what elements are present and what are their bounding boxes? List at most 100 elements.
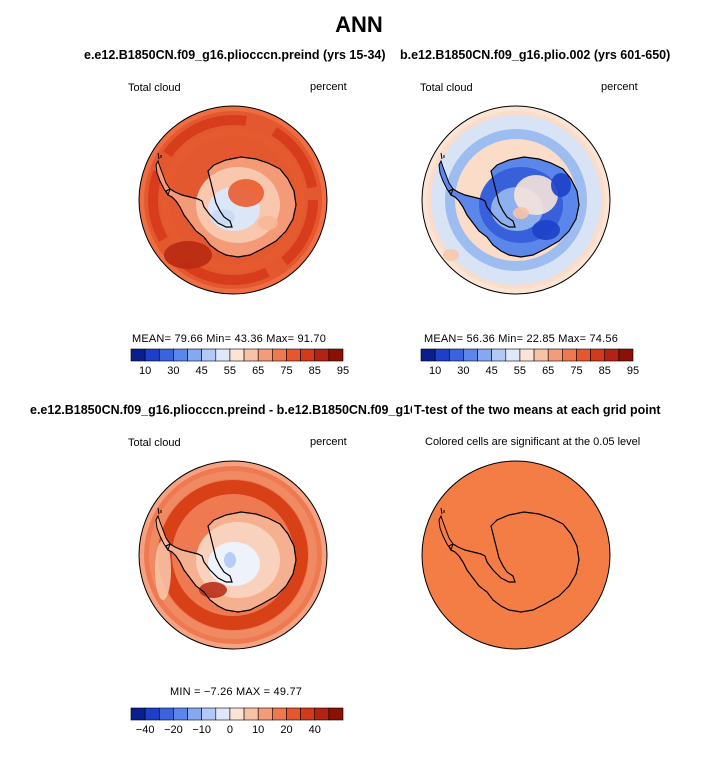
colorbar-box-5 bbox=[201, 348, 217, 362]
main-title: ANN bbox=[335, 12, 383, 37]
map-ring-1 bbox=[431, 115, 601, 285]
panel-4-map bbox=[421, 460, 611, 650]
peninsula-fill bbox=[156, 516, 170, 550]
colorbar-box-12 bbox=[590, 348, 606, 362]
colorbar-box-7 bbox=[519, 348, 535, 362]
panel-2-map bbox=[421, 105, 611, 295]
map-border bbox=[138, 460, 328, 650]
colorbar-box-0 bbox=[130, 348, 146, 362]
colorbar-tick-label: 30 bbox=[167, 365, 179, 377]
coastline bbox=[165, 156, 297, 258]
field-patch-2 bbox=[155, 540, 171, 600]
colorbar-box-5 bbox=[201, 707, 217, 721]
colorbar-box-6 bbox=[215, 348, 231, 362]
map-border bbox=[138, 105, 328, 295]
colorbar-tick-label: 10 bbox=[252, 724, 264, 736]
panel-1-right-label: percent bbox=[310, 81, 347, 93]
map-border bbox=[421, 105, 611, 295]
peninsula-fill bbox=[156, 161, 170, 195]
map-ring-2 bbox=[161, 128, 305, 272]
map-ring-0 bbox=[139, 461, 327, 649]
colorbar-box-4 bbox=[187, 348, 202, 362]
colorbar-box-8 bbox=[243, 707, 259, 721]
colorbar-box-11 bbox=[286, 348, 301, 362]
map-fill bbox=[422, 461, 610, 649]
colorbar-tick-label: 45 bbox=[486, 365, 498, 377]
peninsula-coastline bbox=[155, 159, 171, 197]
colorbar-tick-label: 30 bbox=[457, 365, 469, 377]
colorbar-tick-label: 95 bbox=[627, 365, 639, 377]
colorbar-box-4 bbox=[187, 707, 202, 721]
field-patch-0 bbox=[224, 552, 236, 568]
panel-1-map bbox=[138, 105, 328, 295]
colorbar-tick-label: 0 bbox=[227, 724, 233, 736]
map-ring-0 bbox=[139, 106, 327, 294]
panel-2-left-label: Total cloud bbox=[420, 82, 473, 94]
peninsula-coastline bbox=[155, 514, 171, 552]
colorbar-tick-label: 10 bbox=[429, 365, 441, 377]
panel-2-right-label: percent bbox=[601, 81, 638, 93]
colorbar-box-6 bbox=[215, 707, 231, 721]
colorbar-tick-label: −20 bbox=[164, 724, 183, 736]
field-patch-1 bbox=[211, 209, 235, 225]
colorbar-tick-label: 40 bbox=[309, 724, 321, 736]
colorbar-tick-label: −10 bbox=[192, 724, 211, 736]
map-border bbox=[421, 460, 611, 650]
colorbar-box-1 bbox=[144, 348, 160, 362]
map-ring-1 bbox=[149, 471, 317, 639]
colorbar-box-7 bbox=[229, 707, 245, 721]
colorbar-tick-label: 85 bbox=[309, 365, 321, 377]
panel-1-title: e.e12.B1850CN.f09_g16.pliocccn.preind (y… bbox=[84, 48, 386, 62]
colorbar-box-10 bbox=[272, 707, 287, 721]
colorbar-tick-label: 75 bbox=[280, 365, 292, 377]
colorbar-box-1 bbox=[144, 707, 160, 721]
colorbar-box-11 bbox=[576, 348, 591, 362]
peninsula-fill bbox=[439, 161, 453, 195]
field-patch-1 bbox=[199, 582, 227, 598]
field-patch-2 bbox=[258, 216, 278, 230]
coastline bbox=[448, 511, 580, 613]
panel-3-stats: MIN = −7.26 MAX = 49.77 bbox=[170, 686, 303, 698]
colorbar-box-7 bbox=[229, 348, 245, 362]
colorbar-box-1 bbox=[434, 348, 450, 362]
field-patch-0 bbox=[228, 179, 264, 207]
colorbar-box-8 bbox=[533, 348, 549, 362]
panel-1-stats: MEAN= 79.66 Min= 43.36 Max= 91.70 bbox=[132, 333, 327, 345]
map-ring-1 bbox=[148, 115, 318, 285]
colorbar-box-13 bbox=[314, 707, 330, 721]
peninsula-coastline bbox=[438, 514, 454, 552]
colorbar-tick-label: 10 bbox=[139, 365, 151, 377]
field-patch-0 bbox=[514, 175, 558, 215]
colorbar-tick-label: 55 bbox=[224, 365, 236, 377]
colorbar-box-4 bbox=[477, 348, 492, 362]
panel-3-right-label: percent bbox=[310, 436, 347, 448]
panel-1-left-label: Total cloud bbox=[128, 82, 181, 94]
colorbar-box-9 bbox=[547, 348, 563, 362]
field-patch-3 bbox=[551, 173, 571, 197]
panel-4-subtitle: Colored cells are significant at the 0.0… bbox=[425, 436, 641, 448]
colorbar-tick-label: −40 bbox=[136, 724, 155, 736]
colorbar-box-2 bbox=[158, 707, 174, 721]
colorbar-box-14 bbox=[618, 348, 634, 362]
colorbar-box-8 bbox=[243, 348, 259, 362]
panel-1-colorbar: 10 30 45 55 65 75 85 95 bbox=[130, 348, 349, 377]
panel-2-title: b.e12.B1850CN.f09_g16.plio.002 (yrs 601-… bbox=[400, 48, 671, 62]
coastline bbox=[165, 511, 297, 613]
field-patch-1 bbox=[513, 207, 529, 219]
colorbar-box-3 bbox=[173, 707, 188, 721]
colorbar-box-3 bbox=[463, 348, 478, 362]
colorbar-box-13 bbox=[314, 348, 330, 362]
colorbar-box-12 bbox=[300, 707, 316, 721]
field-patch-4 bbox=[443, 249, 459, 261]
map-ring-2 bbox=[445, 129, 587, 271]
colorbar-tick-label: 55 bbox=[514, 365, 526, 377]
island-coastline bbox=[157, 152, 162, 160]
colorbar-box-3 bbox=[173, 348, 188, 362]
colorbar-box-9 bbox=[257, 348, 273, 362]
colorbar-tick-label: 20 bbox=[280, 724, 292, 736]
colorbar-tick-label: 45 bbox=[196, 365, 208, 377]
panel-3-map bbox=[138, 460, 328, 650]
panel-2-stats: MEAN= 56.36 Min= 22.85 Max= 74.56 bbox=[424, 333, 619, 345]
colorbar-box-0 bbox=[420, 348, 436, 362]
panel-2-colorbar: 10 30 45 55 65 75 85 95 bbox=[420, 348, 639, 377]
